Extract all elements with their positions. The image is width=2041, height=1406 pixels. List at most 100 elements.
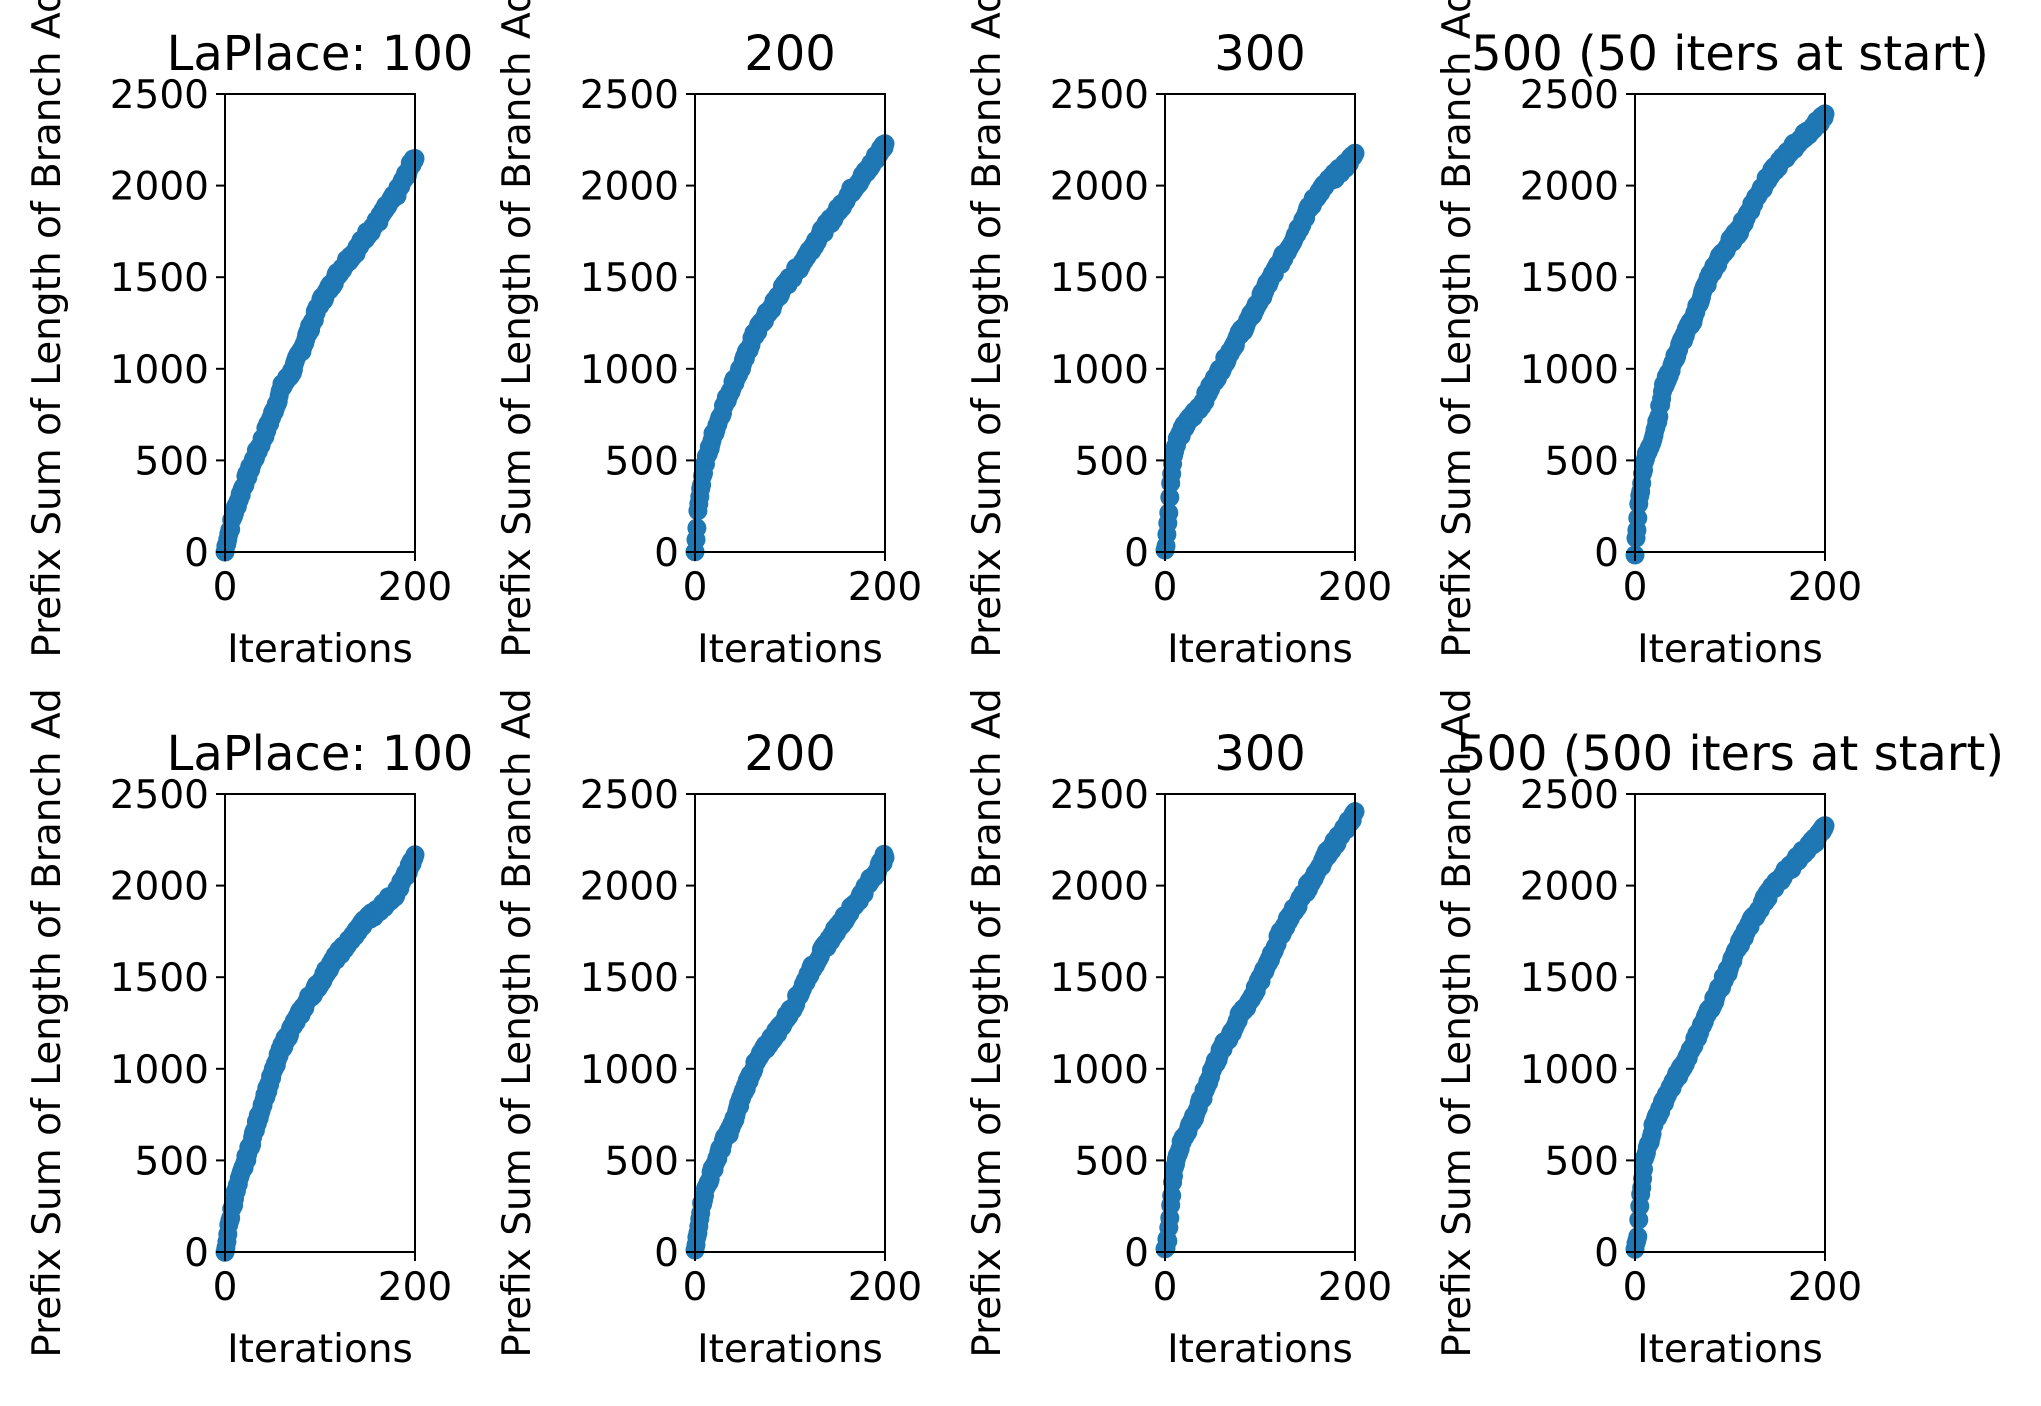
- y-tick-label: 1000: [1050, 348, 1149, 393]
- series-1: [1155, 802, 1365, 1259]
- subplot-title: 300: [1214, 726, 1306, 782]
- y-tick-label: 1000: [580, 1048, 679, 1093]
- x-tick-label: 200: [1788, 1265, 1862, 1310]
- axes-frame: [1634, 793, 1826, 1253]
- data-point: [687, 518, 707, 538]
- y-tick-label: 0: [1594, 1231, 1619, 1276]
- x-axis-label: Iterations: [1637, 627, 1823, 672]
- y-tick-label: 1000: [110, 1048, 209, 1093]
- x-tick-label: 200: [848, 1265, 922, 1310]
- y-tick-label: 0: [1594, 531, 1619, 576]
- y-tick-label: 1500: [110, 256, 209, 301]
- y-tick-label: 1500: [1520, 256, 1619, 301]
- y-tick-label: 2000: [1520, 865, 1619, 910]
- subplot-8: 0 500 1000 1500 2000 2500 0 200 500 (500 iters a…: [1435, 688, 2004, 1372]
- y-tick-label: 500: [1075, 439, 1149, 484]
- y-tick-label: 2500: [580, 73, 679, 118]
- subplot-1: 0 500 1000 1500 2000 2500 0 200 LaPlace: 100 Iter…: [25, 0, 473, 672]
- x-axis-label: Iterations: [1167, 627, 1353, 672]
- y-axis-label: Prefix Sum of Length of Branch Ad: [1435, 688, 1480, 1358]
- y-tick-label: 0: [1124, 531, 1149, 576]
- y-tick-label: 500: [135, 439, 209, 484]
- y-tick-label: 2500: [1050, 73, 1149, 118]
- x-axis-label: Iterations: [1167, 1327, 1353, 1372]
- subplot-5: 0 500 1000 1500 2000 2500 0 200 LaPlace: 100 Iter…: [25, 688, 473, 1372]
- x-tick-label: 0: [1623, 1265, 1648, 1310]
- y-axis-label: Prefix Sum of Length of Branch Ad: [25, 0, 70, 658]
- series-1: [215, 149, 425, 562]
- subplot-title: 300: [1214, 26, 1306, 82]
- subplot-title: 200: [744, 26, 836, 82]
- y-axis-label: Prefix Sum of Length of Branch Ad: [965, 0, 1010, 658]
- x-tick-label: 0: [1153, 1265, 1178, 1310]
- subplot-title: LaPlace: 100: [167, 26, 474, 82]
- x-tick-label: 0: [1153, 565, 1178, 610]
- y-tick-label: 2000: [110, 165, 209, 210]
- y-tick-label: 500: [1545, 1139, 1619, 1184]
- x-tick-label: 0: [213, 565, 238, 610]
- y-tick-label: 1500: [1520, 956, 1619, 1001]
- y-tick-label: 2500: [1520, 73, 1619, 118]
- x-tick-label: 0: [1623, 565, 1648, 610]
- y-tick-label: 1000: [580, 348, 679, 393]
- axes-frame: [1164, 793, 1356, 1253]
- axes-frame: [1164, 93, 1356, 553]
- y-axis-label: Prefix Sum of Length of Branch Ad: [25, 688, 70, 1358]
- axes-frame: [224, 793, 416, 1253]
- x-tick-label: 200: [848, 565, 922, 610]
- axes-frame: [224, 93, 416, 553]
- x-tick-label: 0: [683, 565, 708, 610]
- y-tick-label: 2000: [580, 865, 679, 910]
- data-point: [1628, 1227, 1648, 1246]
- subplot-title: 200: [744, 726, 836, 782]
- y-tick-label: 2500: [110, 73, 209, 118]
- y-tick-label: 1000: [1520, 1048, 1619, 1093]
- y-tick-label: 0: [654, 1231, 679, 1276]
- y-tick-label: 1000: [1050, 1048, 1149, 1093]
- series-1: [215, 845, 425, 1262]
- subplot-title: 500 (500 iters at start): [1456, 726, 2004, 782]
- y-tick-label: 1500: [580, 956, 679, 1001]
- y-tick-label: 0: [184, 531, 209, 576]
- y-axis-label: Prefix Sum of Length of Branch Ad: [965, 688, 1010, 1358]
- x-tick-label: 0: [213, 1265, 238, 1310]
- y-tick-label: 500: [135, 1139, 209, 1184]
- y-tick-label: 2500: [110, 773, 209, 818]
- y-tick-label: 2000: [1050, 165, 1149, 210]
- subplot-6: 0 500 1000 1500 2000 2500 0 200 200 Iterations Pre…: [495, 688, 922, 1372]
- x-axis-label: Iterations: [227, 1327, 413, 1372]
- subplot-3: 0 500 1000 1500 2000 2500 0 200 300 Iterations Pre…: [965, 0, 1392, 672]
- subplot-title: LaPlace: 100: [167, 726, 474, 782]
- x-tick-label: 200: [1318, 565, 1392, 610]
- subplot-title: 500 (50 iters at start): [1471, 26, 1989, 82]
- series-1: [685, 134, 895, 562]
- y-tick-label: 2500: [1520, 773, 1619, 818]
- series-1: [685, 844, 895, 1260]
- y-tick-label: 0: [654, 531, 679, 576]
- subplot-2: 0 500 1000 1500 2000 2500 0 200 200 Iterations Pre…: [495, 0, 922, 672]
- data-point: [1628, 508, 1648, 528]
- subplot-4: 0 500 1000 1500 2000 2500 0 200 500 (50 iters at…: [1435, 0, 1989, 672]
- y-tick-label: 1000: [1520, 348, 1619, 393]
- y-tick-label: 2000: [580, 165, 679, 210]
- x-tick-label: 200: [378, 1265, 452, 1310]
- x-tick-label: 200: [1788, 565, 1862, 610]
- x-axis-label: Iterations: [697, 1327, 883, 1372]
- y-tick-label: 0: [1124, 1231, 1149, 1276]
- y-tick-label: 1500: [1050, 956, 1149, 1001]
- y-tick-label: 500: [1545, 439, 1619, 484]
- y-tick-label: 2500: [1050, 773, 1149, 818]
- axes-frame: [694, 793, 886, 1253]
- y-axis-label: Prefix Sum of Length of Branch Ad: [495, 688, 540, 1358]
- y-tick-label: 2000: [1520, 165, 1619, 210]
- y-tick-label: 1500: [580, 256, 679, 301]
- y-axis-label: Prefix Sum of Length of Branch Ad: [495, 0, 540, 658]
- x-tick-label: 0: [683, 1265, 708, 1310]
- subplot-7: 0 500 1000 1500 2000 2500 0 200 300 Iterations Pre…: [965, 688, 1392, 1372]
- y-tick-label: 1500: [1050, 256, 1149, 301]
- y-tick-label: 1500: [110, 956, 209, 1001]
- x-axis-label: Iterations: [697, 627, 883, 672]
- y-tick-label: 2000: [110, 865, 209, 910]
- axes-frame: [694, 93, 886, 553]
